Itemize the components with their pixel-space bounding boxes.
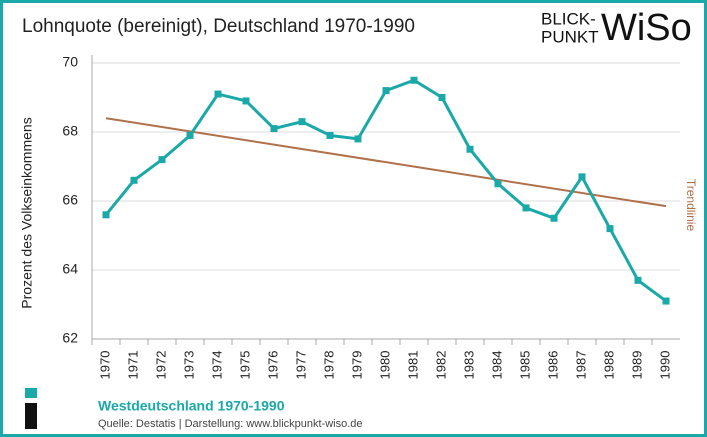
x-tick-label: 1977 bbox=[293, 351, 308, 380]
legend-swatch bbox=[25, 388, 37, 398]
point bbox=[158, 156, 166, 164]
logo-line1: BLICK- bbox=[541, 9, 596, 28]
legend-label: Westdeutschland 1970-1990 bbox=[98, 398, 285, 414]
logo-brand: WiSo bbox=[601, 7, 692, 49]
x-tick-label: 1974 bbox=[209, 351, 224, 380]
point bbox=[634, 276, 642, 284]
y-tick-label: 68 bbox=[62, 123, 78, 139]
source: Quelle: Destatis | Darstellung: www.blic… bbox=[98, 418, 363, 430]
trendline-label: Trendlinie bbox=[684, 179, 698, 232]
y-tick-label: 66 bbox=[62, 192, 78, 208]
x-tick-label: 1987 bbox=[573, 351, 588, 380]
x-tick-label: 1984 bbox=[489, 351, 504, 380]
x-tick-label: 1989 bbox=[629, 351, 644, 380]
x-tick-label: 1981 bbox=[405, 351, 420, 380]
x-tick-label: 1970 bbox=[97, 351, 112, 380]
x-tick-label: 1973 bbox=[181, 351, 196, 380]
point bbox=[214, 90, 222, 98]
x-tick-label: 1972 bbox=[153, 351, 168, 380]
point bbox=[270, 125, 278, 133]
x-tick-label: 1980 bbox=[377, 351, 392, 380]
logo-bar bbox=[25, 403, 37, 429]
point bbox=[130, 176, 138, 184]
point bbox=[382, 87, 390, 95]
x-tick-label: 1979 bbox=[349, 351, 364, 380]
point bbox=[326, 131, 334, 139]
point bbox=[186, 131, 194, 139]
x-tick-label: 1990 bbox=[657, 351, 672, 380]
point bbox=[466, 145, 474, 153]
point bbox=[354, 135, 362, 143]
x-tick-label: 1988 bbox=[601, 351, 616, 380]
point bbox=[550, 214, 558, 222]
point bbox=[494, 180, 502, 188]
x-tick-label: 1971 bbox=[125, 351, 140, 380]
x-tick-label: 1986 bbox=[545, 351, 560, 380]
x-tick-label: 1976 bbox=[265, 351, 280, 380]
point bbox=[522, 204, 530, 212]
point bbox=[102, 211, 110, 219]
x-tick-label: 1978 bbox=[321, 351, 336, 380]
logo-line2: PUNKT bbox=[541, 27, 599, 46]
point bbox=[438, 94, 446, 101]
x-tick-label: 1985 bbox=[517, 351, 532, 380]
x-tick-label: 1983 bbox=[461, 351, 476, 380]
point bbox=[242, 97, 250, 105]
point bbox=[410, 76, 418, 84]
point bbox=[606, 225, 614, 233]
x-tick-label: 1975 bbox=[237, 351, 252, 380]
y-tick-label: 62 bbox=[62, 330, 78, 346]
point bbox=[578, 173, 586, 181]
chart-title: Lohnquote (bereinigt), Deutschland 1970-… bbox=[22, 16, 415, 37]
y-tick-label: 64 bbox=[62, 261, 78, 277]
x-tick-label: 1982 bbox=[433, 351, 448, 380]
point bbox=[298, 118, 306, 126]
y-tick-label: 70 bbox=[62, 54, 78, 70]
y-axis-label: Prozent des Volkseinkommens bbox=[19, 117, 35, 308]
point bbox=[662, 297, 670, 305]
